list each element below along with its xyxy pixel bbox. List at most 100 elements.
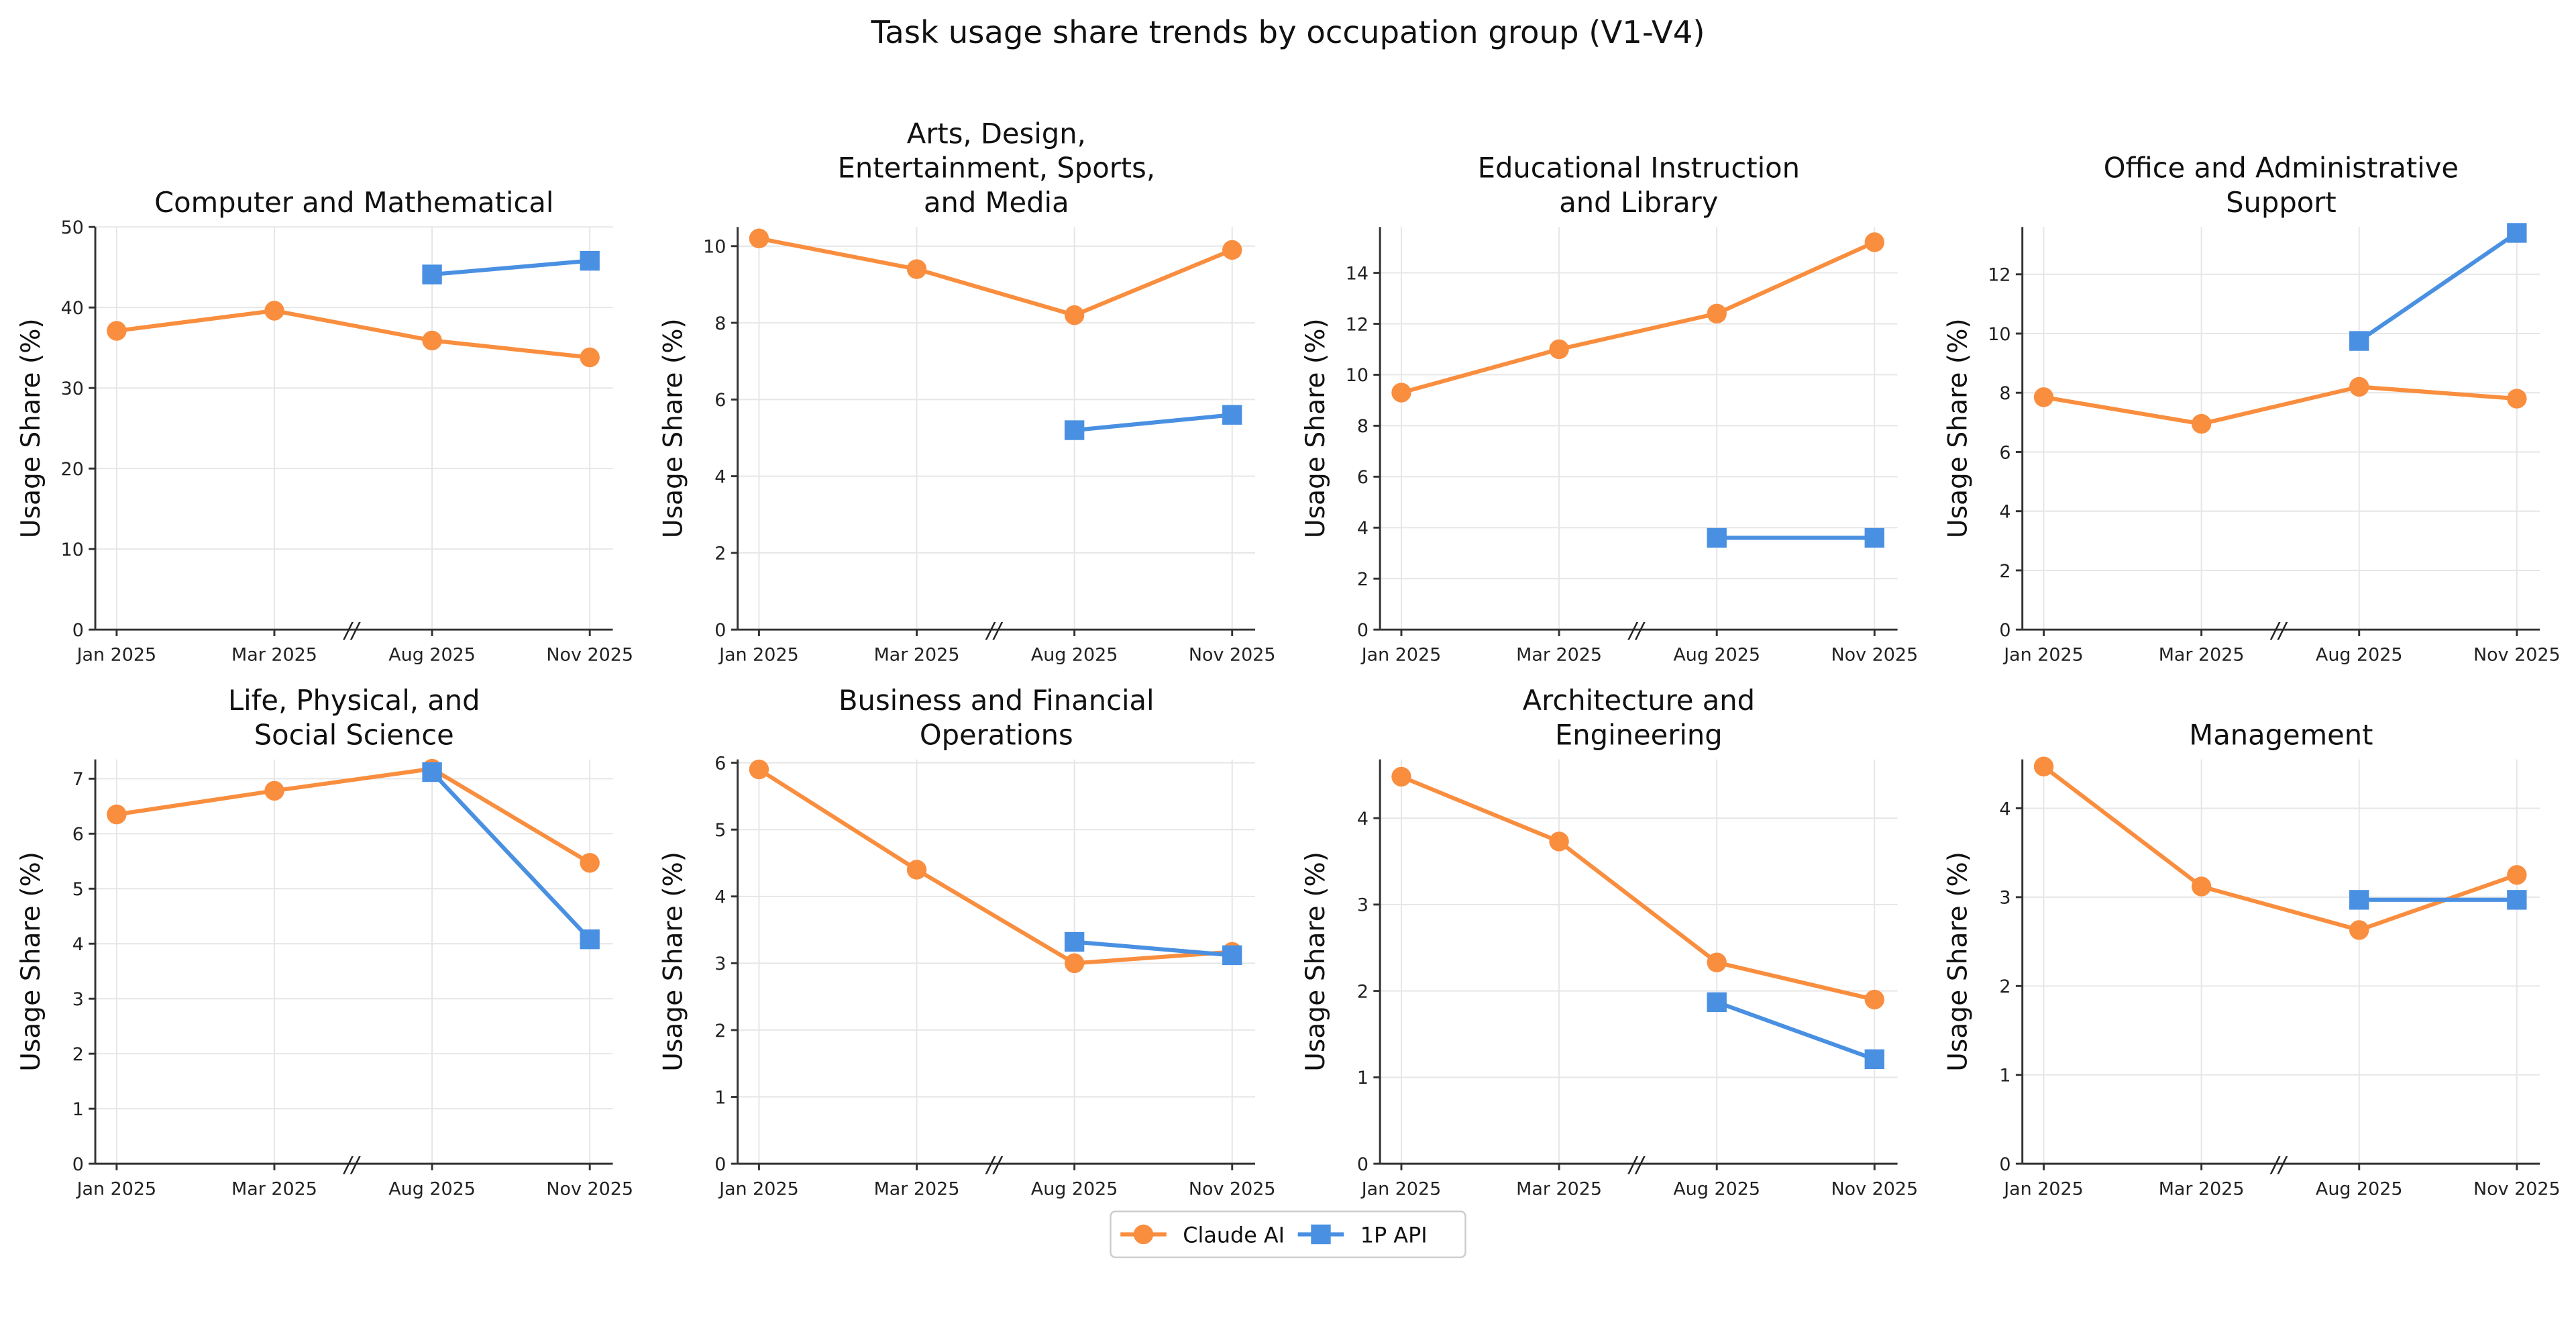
x-tick-label: Aug 2025: [2316, 1179, 2403, 1200]
data-point-claude: [1391, 766, 1411, 787]
y-tick-label: 12: [1346, 314, 1368, 335]
x-tick-label: Nov 2025: [1189, 645, 1276, 666]
data-point-claude: [749, 759, 769, 780]
y-tick-label: 8: [714, 313, 726, 334]
y-tick-label: 20: [61, 459, 84, 480]
series-line-api: [430, 770, 592, 941]
data-point-claude: [1064, 305, 1085, 325]
y-tick-label: 40: [61, 298, 84, 319]
y-tick-label: 4: [1999, 502, 2010, 523]
y-tick-label: 10: [1988, 324, 2010, 345]
series-line-api: [1074, 413, 1233, 433]
y-tick-label: 8: [1357, 416, 1368, 437]
data-point-claude: [2033, 756, 2054, 776]
panel-title: and Media: [924, 186, 1069, 219]
x-tick-label: Aug 2025: [1031, 645, 1118, 666]
y-tick-label: 2: [714, 544, 726, 564]
y-axis-label: Usage Share (%): [1301, 852, 1331, 1072]
y-tick-label: 0: [1357, 620, 1368, 641]
data-point-api: [2507, 890, 2527, 910]
data-point-claude: [906, 860, 927, 880]
x-tick-label: Nov 2025: [546, 1179, 633, 1200]
data-point-claude: [1391, 383, 1411, 403]
y-tick-label: 3: [1357, 895, 1368, 916]
data-point-claude: [906, 259, 927, 279]
panel-title: Support: [2226, 186, 2337, 219]
panel-6: 0 1 2 3 4 Jan 2025 Mar 2025 Aug 2025 Nov 2025 // A…: [1301, 684, 1918, 1199]
y-tick-label: 1: [1999, 1066, 2010, 1086]
panel-title: Architecture and: [1523, 684, 1755, 717]
series-line-api: [431, 258, 590, 277]
series-line-claude: [1400, 774, 1875, 1002]
legend-box: [1110, 1210, 1466, 1258]
y-tick-label: 3: [72, 989, 84, 1010]
y-tick-label: 0: [1999, 1154, 2010, 1175]
series-line-api: [1716, 1000, 1876, 1062]
x-tick-label: Aug 2025: [388, 645, 476, 666]
y-tick-label: 1: [714, 1087, 726, 1108]
y-tick-label: 2: [1357, 981, 1368, 1002]
data-point-api: [422, 762, 442, 782]
figure-title: Task usage share trends by occupation gr…: [871, 14, 1705, 50]
series-line-claude: [2043, 385, 2518, 426]
legend: Claude AI 1P API: [1110, 1210, 1466, 1258]
panel-5: 0 1 2 3 4 5 6 Jan 2025 Mar 2025 Aug 2025 Nov 2025 /…: [658, 684, 1275, 1199]
data-point-claude: [2033, 387, 2054, 407]
x-tick-label: Jan 2025: [76, 1179, 157, 1200]
legend-label-claude: Claude AI: [1183, 1223, 1285, 1248]
y-tick-label: 0: [72, 620, 84, 641]
y-tick-label: 4: [1357, 518, 1368, 539]
y-axis-label: Usage Share (%): [1301, 318, 1331, 538]
y-tick-label: 10: [703, 237, 726, 258]
data-point-claude: [2191, 876, 2212, 897]
legend-marker-api: [1311, 1224, 1331, 1245]
panel-title: Social Science: [254, 719, 454, 752]
axis-break-mark: //: [2269, 1152, 2288, 1177]
y-tick-label: 2: [714, 1021, 726, 1042]
data-point-api: [580, 929, 600, 950]
data-point-api: [1222, 405, 1242, 425]
data-point-claude: [1064, 953, 1085, 974]
data-point-api: [1707, 992, 1727, 1013]
y-tick-label: 0: [714, 620, 726, 641]
y-tick-label: 3: [714, 954, 726, 974]
data-point-claude: [1707, 303, 1727, 324]
y-axis-label: Usage Share (%): [1943, 852, 1973, 1072]
x-tick-label: Mar 2025: [1516, 645, 1602, 666]
x-tick-label: Aug 2025: [388, 1179, 476, 1200]
y-axis-label: Usage Share (%): [16, 852, 46, 1072]
y-tick-label: 12: [1988, 265, 2010, 286]
panel-title: and Library: [1559, 186, 1718, 219]
axis-break-mark: //: [1627, 617, 1646, 643]
x-tick-label: Mar 2025: [2159, 645, 2245, 666]
data-point-api: [1064, 931, 1085, 952]
y-tick-label: 4: [72, 934, 84, 955]
data-point-claude: [264, 780, 284, 801]
panel-0: 0 10 20 30 40 50 Jan 2025 Mar 2025 Aug 2025 Nov 2…: [16, 186, 633, 666]
series-line-claude: [2042, 764, 2518, 933]
panel-title: Office and Administrative: [2104, 152, 2459, 185]
y-tick-label: 2: [72, 1044, 84, 1065]
x-tick-label: Nov 2025: [2473, 1179, 2561, 1200]
x-tick-label: Mar 2025: [231, 1179, 317, 1200]
x-tick-label: Mar 2025: [874, 1179, 960, 1200]
x-tick-label: Aug 2025: [2316, 645, 2403, 666]
data-point-api: [2349, 331, 2369, 351]
y-axis-label: Usage Share (%): [1943, 318, 1973, 538]
axis-break-mark: //: [342, 1152, 361, 1177]
panel-title: Engineering: [1555, 719, 1723, 752]
y-tick-label: 6: [1357, 467, 1368, 488]
panel-title: Life, Physical, and: [228, 684, 480, 717]
legend-marker-claude: [1133, 1224, 1154, 1245]
y-axis-label: Usage Share (%): [16, 318, 46, 538]
panel-3: 0 2 4 6 8 10 12 Jan 2025 Mar 2025 Aug 2025 Nov 202…: [1943, 152, 2560, 666]
x-tick-label: Nov 2025: [2473, 645, 2561, 666]
panel-title: Arts, Design,: [907, 117, 1086, 150]
x-tick-label: Aug 2025: [1031, 1179, 1118, 1200]
data-point-api: [1864, 527, 1884, 548]
series-line-api: [1074, 940, 1232, 958]
series-line-api: [2358, 231, 2518, 343]
y-tick-label: 6: [714, 390, 726, 411]
data-point-claude: [2349, 920, 2369, 940]
